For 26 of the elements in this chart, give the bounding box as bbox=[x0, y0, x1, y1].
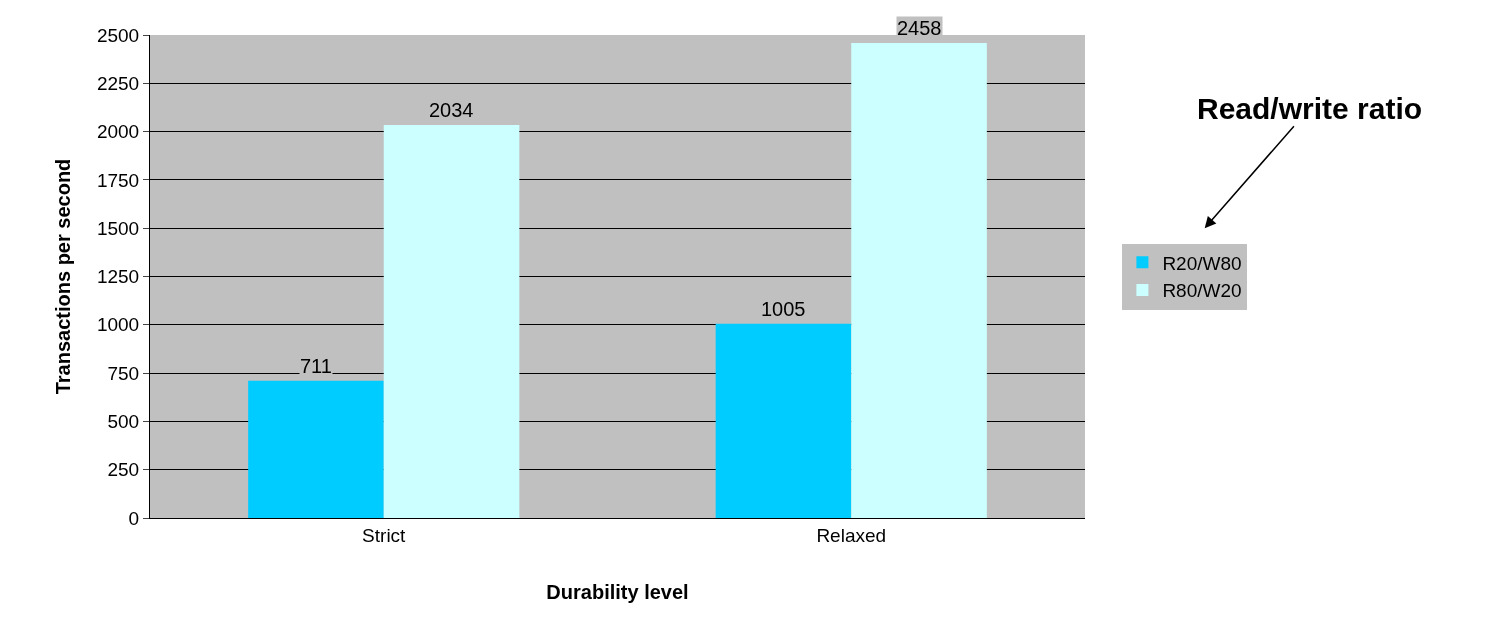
y-tick-label: 500 bbox=[107, 411, 140, 433]
bar bbox=[851, 43, 987, 518]
bar bbox=[248, 380, 384, 518]
y-tick-label: 2000 bbox=[96, 121, 140, 143]
y-tick-label: 1750 bbox=[96, 169, 140, 191]
y-tick-label: 2500 bbox=[96, 24, 140, 46]
data-label: 711 bbox=[300, 355, 332, 377]
x-tick-label: Relaxed bbox=[816, 524, 887, 546]
y-axis-title: Transactions per second bbox=[52, 158, 75, 395]
x-tick-label: Strict bbox=[362, 524, 407, 546]
y-tick-label: 0 bbox=[128, 507, 140, 529]
y-tick-label: 2250 bbox=[96, 72, 140, 94]
legend-label: R80/W20 bbox=[1162, 280, 1242, 302]
y-tick-label: 1250 bbox=[96, 266, 140, 288]
legend-label: R20/W80 bbox=[1162, 252, 1242, 274]
bar bbox=[715, 323, 852, 518]
data-label: 2458 bbox=[897, 17, 942, 39]
y-tick-label: 750 bbox=[107, 362, 140, 384]
bar bbox=[383, 125, 520, 518]
y-tick-label: 250 bbox=[107, 459, 140, 481]
y-tick-label: 1000 bbox=[96, 314, 140, 336]
data-label: 2034 bbox=[429, 99, 474, 121]
data-label: 1005 bbox=[761, 298, 806, 320]
y-tick-label: 1500 bbox=[96, 217, 140, 239]
x-axis-title: Durability level bbox=[546, 581, 689, 604]
text: Read/write ratio bbox=[1197, 92, 1423, 125]
